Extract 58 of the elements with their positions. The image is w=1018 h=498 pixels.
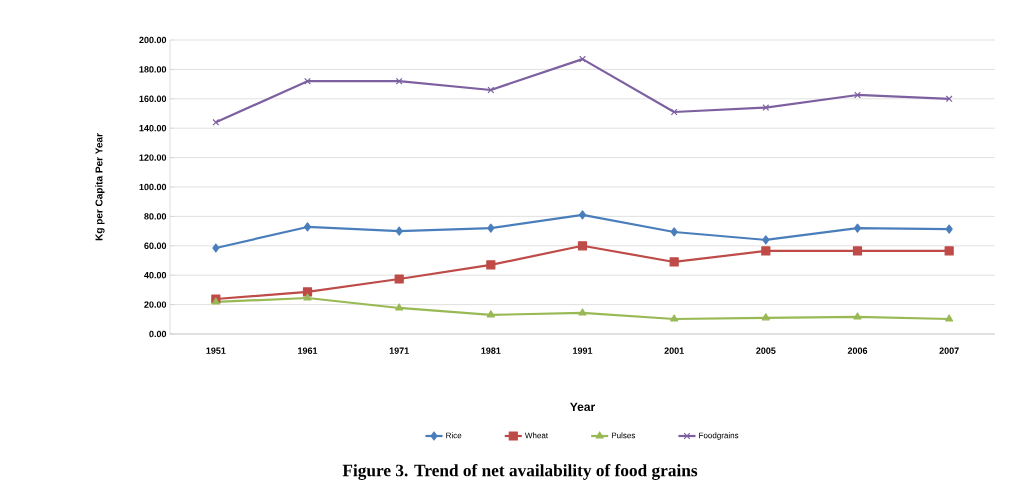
point <box>487 86 495 94</box>
x-tick-label: 2005 <box>756 347 776 354</box>
y-axis-title: Kg per Capita Per Year <box>95 133 105 241</box>
x-tick-label: 1971 <box>389 347 409 354</box>
x-tick-label: 2001 <box>664 347 684 354</box>
legend-label: Wheat <box>524 432 548 439</box>
y-tick-label: 120.00 <box>139 154 167 161</box>
x-tick-label: 1961 <box>298 347 318 354</box>
text: Figure 3. Trend of net availability of food grains <box>342 463 698 480</box>
y-tick-label: 20.00 <box>144 301 167 308</box>
x-tick-label: 1951 <box>206 347 226 354</box>
y-tick-label: 180.00 <box>139 66 167 73</box>
point <box>487 223 495 233</box>
x-tick-label: 2007 <box>939 347 959 354</box>
y-tick-label: 0.00 <box>149 330 167 338</box>
point <box>944 246 954 256</box>
point <box>486 260 496 270</box>
point <box>670 314 679 322</box>
point <box>578 210 587 220</box>
y-tick-label: 160.00 <box>139 95 167 102</box>
point <box>761 246 771 256</box>
point <box>945 314 954 322</box>
point <box>853 312 862 320</box>
point <box>854 91 861 99</box>
point <box>669 257 679 267</box>
point <box>395 303 404 311</box>
point <box>670 108 678 116</box>
point <box>762 104 770 112</box>
point <box>577 241 588 251</box>
x-axis-title: Year <box>570 402 595 412</box>
y-tick-label: 80.00 <box>144 213 167 220</box>
y-tick-label: 200.00 <box>139 36 167 44</box>
point <box>853 223 862 233</box>
x-tick-label: 1981 <box>481 347 501 354</box>
point <box>304 77 311 85</box>
y-tick-label: 100.00 <box>139 183 167 191</box>
point <box>762 235 770 245</box>
point <box>670 227 678 237</box>
point <box>852 246 863 256</box>
point <box>579 55 586 63</box>
point <box>212 243 220 253</box>
point <box>212 118 220 126</box>
point <box>303 222 312 232</box>
x-tick-label: 2006 <box>847 347 868 354</box>
y-tick-label: 40.00 <box>144 272 167 279</box>
point <box>486 310 495 318</box>
legend-label: Rice <box>446 432 462 439</box>
legend-label: Foodgrains <box>699 432 739 440</box>
point <box>578 308 587 316</box>
point <box>945 224 953 234</box>
point <box>761 313 770 321</box>
point <box>394 274 404 284</box>
y-tick-label: 140.00 <box>139 125 167 132</box>
y-tick-label: 60.00 <box>144 242 167 249</box>
x-tick-label: 1991 <box>573 347 593 354</box>
point <box>395 226 403 236</box>
legend-label: Pulses <box>611 432 636 439</box>
point <box>303 293 312 301</box>
